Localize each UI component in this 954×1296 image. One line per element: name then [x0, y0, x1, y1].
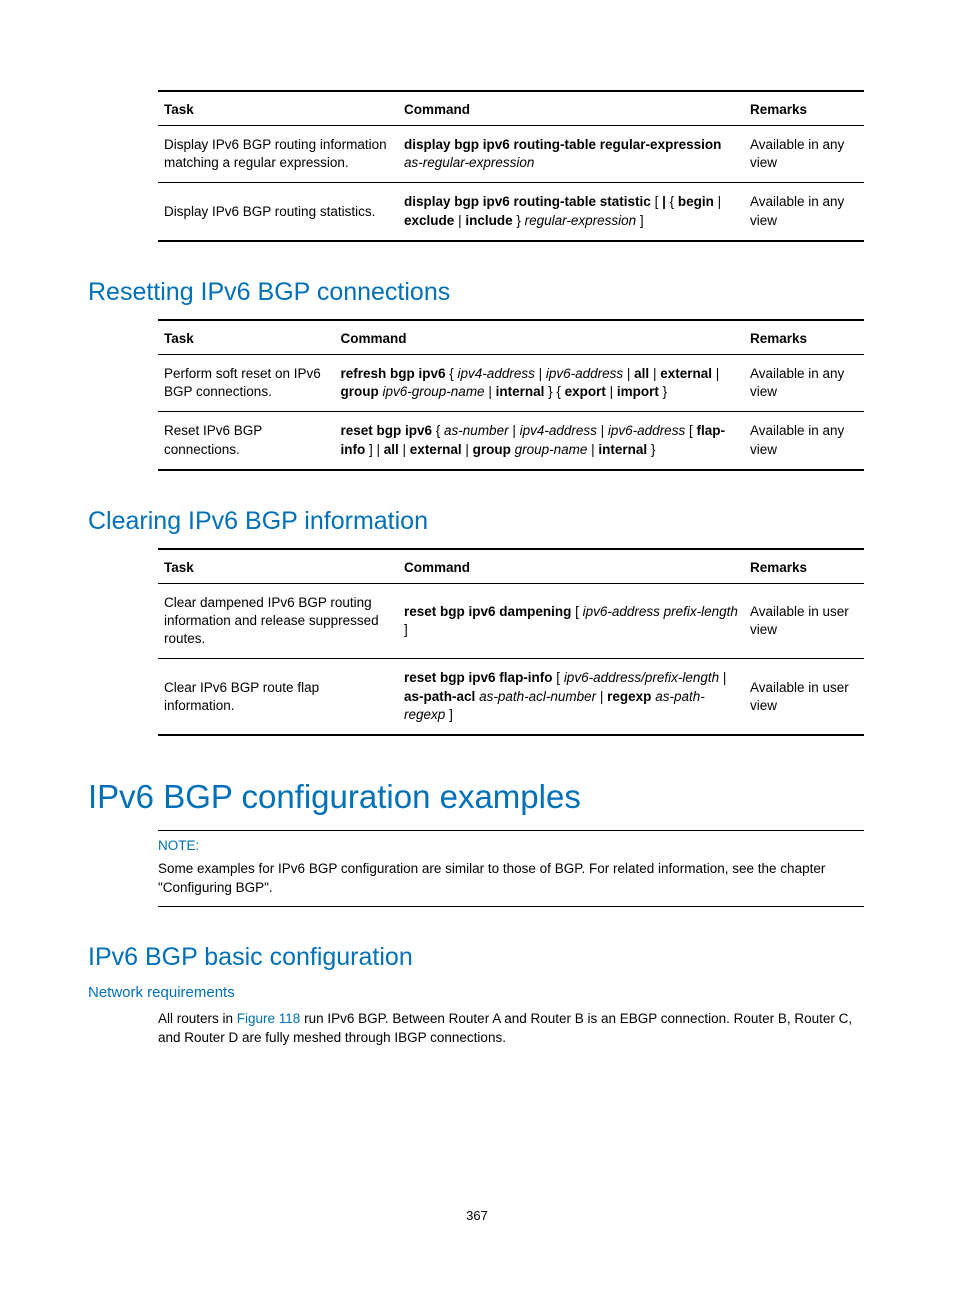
cell-command: reset bgp ipv6 dampening [ ipv6-address … — [398, 583, 744, 659]
cell-remarks: Available in any view — [744, 412, 864, 470]
cell-remarks: Available in any view — [744, 126, 864, 183]
cell-task: Clear dampened IPv6 BGP routing informat… — [158, 583, 398, 659]
cell-task: Clear IPv6 BGP route flap information. — [158, 659, 398, 735]
th-remarks: Remarks — [744, 549, 864, 584]
cell-task: Display IPv6 BGP routing statistics. — [158, 183, 398, 241]
table-row: Clear IPv6 BGP route flap information. r… — [158, 659, 864, 735]
cell-task: Display IPv6 BGP routing information mat… — [158, 126, 398, 183]
page-number: 367 — [88, 1208, 866, 1223]
heading-resetting: Resetting IPv6 BGP connections — [88, 278, 866, 307]
cell-command: display bgp ipv6 routing-table statistic… — [398, 183, 744, 241]
th-command: Command — [398, 91, 744, 126]
table-row: Reset IPv6 BGP connections. reset bgp ip… — [158, 412, 864, 470]
table-row: Perform soft reset on IPv6 BGP connectio… — [158, 354, 864, 411]
heading-examples: IPv6 BGP configuration examples — [88, 778, 866, 816]
heading-network-req: Network requirements — [88, 984, 866, 1001]
table-resetting: Task Command Remarks Perform soft reset … — [158, 319, 864, 471]
table-clearing: Task Command Remarks Clear dampened IPv6… — [158, 548, 864, 736]
th-command: Command — [335, 320, 744, 355]
cell-command: reset bgp ipv6 flap-info [ ipv6-address/… — [398, 659, 744, 735]
heading-basic-config: IPv6 BGP basic configuration — [88, 943, 866, 972]
th-task: Task — [158, 320, 335, 355]
note-block: NOTE: Some examples for IPv6 BGP configu… — [158, 830, 864, 907]
th-remarks: Remarks — [744, 91, 864, 126]
figure-link[interactable]: Figure 118 — [237, 1011, 301, 1026]
body-paragraph: All routers in Figure 118 run IPv6 BGP. … — [158, 1009, 864, 1048]
th-command: Command — [398, 549, 744, 584]
note-label: NOTE: — [158, 837, 864, 856]
th-task: Task — [158, 91, 398, 126]
cell-task: Perform soft reset on IPv6 BGP connectio… — [158, 354, 335, 411]
document-page: Task Command Remarks Display IPv6 BGP ro… — [0, 0, 954, 1273]
note-text: Some examples for IPv6 BGP configuration… — [158, 860, 864, 898]
cell-remarks: Available in user view — [744, 659, 864, 735]
th-remarks: Remarks — [744, 320, 864, 355]
cell-remarks: Available in user view — [744, 583, 864, 659]
cell-command: display bgp ipv6 routing-table regular-e… — [398, 126, 744, 183]
table-row: Display IPv6 BGP routing information mat… — [158, 126, 864, 183]
table-row: Clear dampened IPv6 BGP routing informat… — [158, 583, 864, 659]
table-display-ipv6-bgp: Task Command Remarks Display IPv6 BGP ro… — [158, 90, 864, 242]
cell-remarks: Available in any view — [744, 183, 864, 241]
cell-task: Reset IPv6 BGP connections. — [158, 412, 335, 470]
th-task: Task — [158, 549, 398, 584]
table-row: Display IPv6 BGP routing statistics. dis… — [158, 183, 864, 241]
body-pre: All routers in — [158, 1011, 237, 1026]
heading-clearing: Clearing IPv6 BGP information — [88, 507, 866, 536]
cell-command: reset bgp ipv6 { as-number | ipv4-addres… — [335, 412, 744, 470]
cell-command: refresh bgp ipv6 { ipv4-address | ipv6-a… — [335, 354, 744, 411]
cell-remarks: Available in any view — [744, 354, 864, 411]
